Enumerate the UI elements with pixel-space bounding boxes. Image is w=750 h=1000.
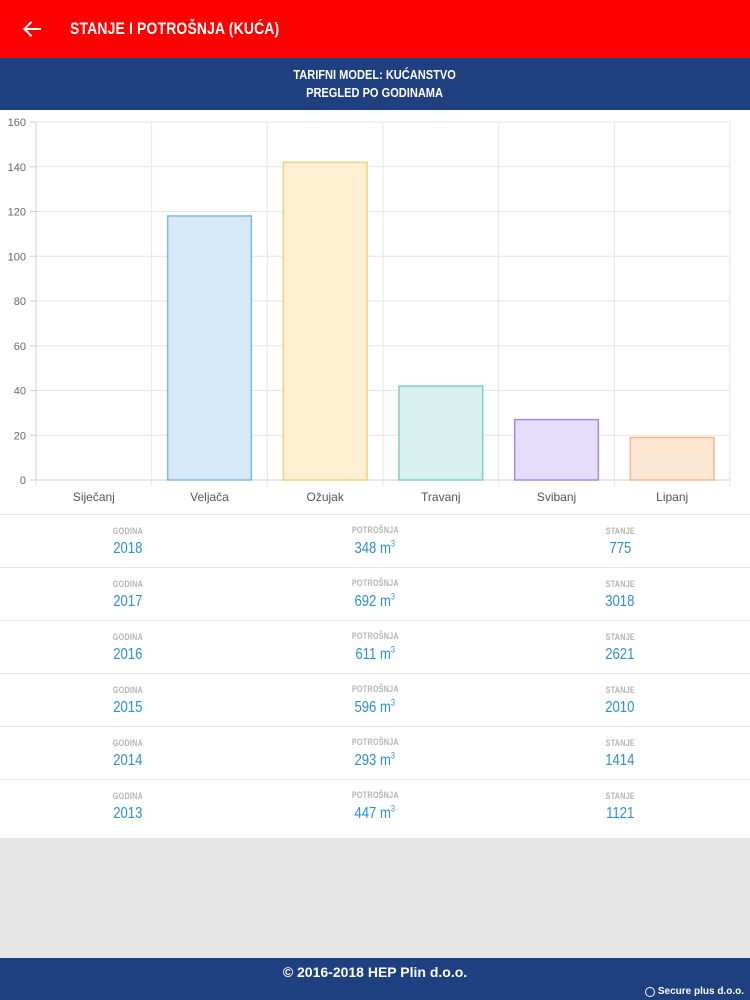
year-value: 2014: [113, 751, 143, 769]
consumption-cell: POTROŠNJA 447 m3: [275, 780, 475, 833]
bar-travanj: [398, 385, 484, 481]
year-cell: GODINA 2014: [28, 727, 228, 780]
x-tick-label: Siječanj: [73, 490, 115, 504]
year-cell: GODINA 2018: [28, 515, 228, 568]
consumption-value: 348 m3: [354, 538, 396, 558]
state-value: 3018: [605, 592, 635, 610]
secure-plus-credit[interactable]: Secure plus d.o.o.: [644, 986, 744, 997]
y-tick-label: 140: [8, 162, 26, 174]
consumption-label: POTROŠNJA: [351, 577, 399, 588]
consumption-chart: 0 20 40 60 80 100 120 140 160 Siječanj Veljača Ožuj…: [0, 110, 750, 514]
year-label: GODINA: [112, 578, 144, 589]
state-value: 2621: [605, 645, 635, 663]
state-cell: STANJE 2010: [520, 674, 720, 727]
consumption-label: POTROŠNJA: [351, 736, 399, 747]
yearly-table: GODINA 2018 POTROŠNJA 348 m3 STANJE 775 GODINA…: [0, 514, 750, 838]
back-button[interactable]: [0, 0, 64, 58]
year-value: 2015: [113, 698, 143, 716]
consumption-value: 692 m3: [354, 591, 396, 611]
overview-label: PREGLED PO GODINAMA: [306, 85, 444, 100]
state-value: 2010: [605, 698, 635, 716]
y-tick-label: 120: [8, 207, 26, 219]
table-row: GODINA 2014 POTROŠNJA 293 m3 STANJE 1414: [0, 726, 750, 779]
state-cell: STANJE 2621: [520, 621, 720, 674]
arrow-left-icon: [23, 21, 41, 37]
table-row: GODINA 2013 POTROŠNJA 447 m3 STANJE 1121: [0, 779, 750, 832]
year-label: GODINA: [112, 684, 144, 695]
state-value: 775: [609, 539, 631, 557]
y-tick-label: 20: [14, 430, 26, 442]
consumption-cell: POTROŠNJA 611 m3: [275, 621, 475, 674]
consumption-label: POTROŠNJA: [351, 524, 399, 535]
table-row: GODINA 2018 POTROŠNJA 348 m3 STANJE 775: [0, 514, 750, 567]
consumption-value: 611 m3: [355, 644, 395, 664]
x-tick-label: Ožujak: [306, 490, 344, 504]
chart-svg: 0 20 40 60 80 100 120 140 160 Siječanj Veljača Ožuj…: [8, 117, 731, 504]
bar-veljača: [166, 215, 253, 481]
tariff-header: TARIFNI MODEL: KUĆANSTVO PREGLED PO GODI…: [0, 58, 750, 110]
state-label: STANJE: [605, 578, 635, 589]
consumption-value: 293 m3: [354, 750, 396, 770]
table-row: GODINA 2015 POTROŠNJA 596 m3 STANJE 2010: [0, 673, 750, 726]
x-tick-label: Lipanj: [656, 490, 688, 504]
x-tick-label: Veljača: [190, 490, 229, 504]
consumption-value: 447 m3: [354, 803, 396, 823]
state-label: STANJE: [605, 631, 635, 642]
state-value: 1121: [605, 804, 635, 822]
year-label: GODINA: [112, 737, 144, 748]
x-tick-label: Svibanj: [537, 490, 576, 504]
year-label: GODINA: [112, 525, 144, 536]
consumption-label: POTROŠNJA: [351, 683, 399, 694]
bar-svibanj: [513, 418, 600, 481]
consumption-cell: POTROŠNJA 348 m3: [275, 515, 475, 568]
state-label: STANJE: [605, 525, 635, 536]
table-row: GODINA 2016 POTROŠNJA 611 m3 STANJE 2621: [0, 620, 750, 673]
consumption-label: POTROŠNJA: [351, 630, 399, 641]
consumption-cell: POTROŠNJA 692 m3: [275, 568, 475, 621]
year-label: GODINA: [112, 790, 144, 801]
tariff-model-label: TARIFNI MODEL: KUĆANSTVO: [293, 67, 457, 82]
year-value: 2016: [113, 645, 143, 663]
year-cell: GODINA 2017: [28, 568, 228, 621]
y-tick-label: 0: [20, 475, 26, 487]
state-label: STANJE: [605, 790, 635, 801]
year-cell: GODINA 2013: [28, 780, 228, 833]
consumption-value: 596 m3: [354, 697, 396, 717]
state-label: STANJE: [605, 737, 635, 748]
app-bar: STANJE I POTROŠNJA (KUĆA): [0, 0, 750, 58]
consumption-label: POTROŠNJA: [351, 789, 399, 800]
year-value: 2017: [113, 592, 143, 610]
y-tick-label: 80: [14, 296, 26, 308]
state-cell: STANJE 775: [520, 515, 720, 568]
year-value: 2018: [113, 539, 143, 557]
y-tick-label: 160: [8, 117, 26, 129]
copyright-text: © 2016-2018 HEP Plin d.o.o.: [282, 964, 468, 980]
state-cell: STANJE 3018: [520, 568, 720, 621]
bar-ožujak: [282, 161, 368, 481]
year-label: GODINA: [112, 631, 144, 642]
year-value: 2013: [113, 804, 143, 822]
secure-plus-text: Secure plus d.o.o.: [657, 986, 744, 997]
table-row: GODINA 2017 POTROŠNJA 692 m3 STANJE 3018: [0, 567, 750, 620]
state-cell: STANJE 1414: [520, 727, 720, 780]
y-tick-label: 60: [14, 341, 26, 353]
page-title: STANJE I POTROŠNJA (KUĆA): [70, 19, 280, 38]
x-tick-label: Travanj: [421, 490, 461, 504]
footer: © 2016-2018 HEP Plin d.o.o. Secure plus …: [0, 958, 750, 1000]
state-value: 1414: [605, 751, 635, 769]
state-label: STANJE: [605, 684, 635, 695]
bar-lipanj: [629, 436, 715, 481]
y-tick-label: 100: [8, 251, 26, 263]
consumption-cell: POTROŠNJA 596 m3: [275, 674, 475, 727]
y-tick-label: 40: [14, 386, 26, 398]
secure-plus-logo-icon: [644, 986, 655, 997]
state-cell: STANJE 1121: [520, 780, 720, 833]
consumption-cell: POTROŠNJA 293 m3: [275, 727, 475, 780]
year-cell: GODINA 2016: [28, 621, 228, 674]
year-cell: GODINA 2015: [28, 674, 228, 727]
